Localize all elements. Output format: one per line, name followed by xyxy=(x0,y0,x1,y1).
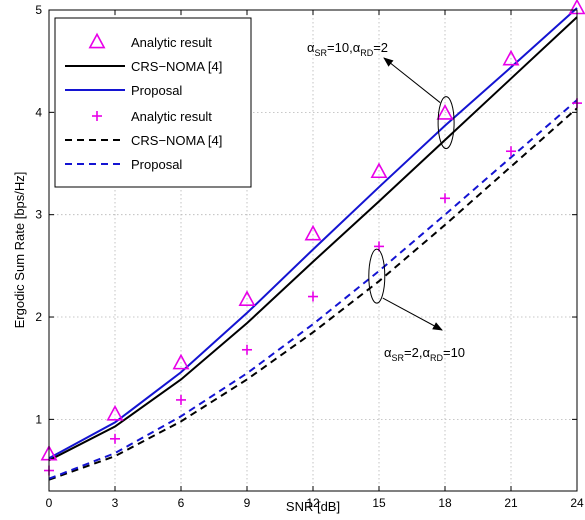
marker-plus-3-1 xyxy=(110,433,120,444)
marker-triangle-0-2 xyxy=(172,353,190,370)
x-tick-label: 24 xyxy=(570,496,584,510)
x-tick-label: 12 xyxy=(306,496,320,510)
legend-label: Proposal xyxy=(131,157,182,172)
annotation-alpha-sr2-rd10: αSR=2,αRD=10 xyxy=(384,345,465,363)
series-line-1 xyxy=(48,16,578,462)
marker-plus-3-6 xyxy=(440,193,450,204)
legend-label: CRS−NOMA [4] xyxy=(131,59,222,74)
y-tick-label: 3 xyxy=(35,208,42,222)
series-line-4 xyxy=(48,107,578,481)
legend-label: Analytic result xyxy=(131,35,212,50)
legend-item-4: CRS−NOMA [4] xyxy=(65,133,222,148)
annotation-arrow-lower xyxy=(382,297,443,331)
legend-marker-triangle xyxy=(88,32,106,49)
legend-item-0: Analytic result xyxy=(88,32,212,50)
series-line-2 xyxy=(48,7,578,460)
marker-triangle-0-6 xyxy=(436,104,454,120)
legend-item-2: Proposal xyxy=(65,83,182,98)
series-curves xyxy=(48,7,578,481)
x-tick-label: 21 xyxy=(504,496,518,510)
x-tick-label: 9 xyxy=(244,496,251,510)
marker-triangle-0-4 xyxy=(304,224,322,241)
x-tick-label: 0 xyxy=(46,496,53,510)
legend: Analytic result CRS−NOMA [4] Proposal Analy… xyxy=(54,17,252,188)
x-tick-label: 15 xyxy=(372,496,386,510)
legend-marker-plus xyxy=(92,111,102,121)
legend-item-1: CRS−NOMA [4] xyxy=(65,59,222,74)
x-tick-label: 6 xyxy=(178,496,185,510)
marker-plus-3-4 xyxy=(308,291,318,302)
y-axis-label: Ergodic Sum Rate [bps/Hz] xyxy=(12,172,27,329)
marker-triangle-0-5 xyxy=(370,162,388,179)
marker-plus-3-3 xyxy=(242,344,252,355)
group-ellipse-lower xyxy=(368,248,386,304)
legend-item-5: Proposal xyxy=(65,157,182,172)
x-tick-label: 3 xyxy=(112,496,119,510)
x-tick-label: 18 xyxy=(438,496,452,510)
x-axis-label: SNR [dB] xyxy=(286,499,340,514)
y-tick-label: 5 xyxy=(35,3,42,17)
y-tick-label: 2 xyxy=(35,310,42,324)
annotation-alpha-sr10-rd2: αSR=10,αRD=2 xyxy=(307,40,388,58)
annotation-arrow-upper xyxy=(383,57,441,103)
legend-label: Analytic result xyxy=(131,109,212,124)
marker-plus-3-2 xyxy=(176,394,186,405)
marker-plus-3-7 xyxy=(506,146,516,157)
y-tick-label: 4 xyxy=(35,105,42,119)
legend-label: Proposal xyxy=(131,83,182,98)
marker-triangle-0-3 xyxy=(238,290,256,306)
legend-item-3: Analytic result xyxy=(92,109,212,124)
group-ellipse-upper xyxy=(437,96,455,150)
annotation-graphics xyxy=(368,57,455,331)
legend-box xyxy=(54,17,252,188)
legend-label: CRS−NOMA [4] xyxy=(131,133,222,148)
y-tick-label: 1 xyxy=(35,412,42,426)
marker-triangle-0-7 xyxy=(502,49,520,66)
marker-triangle-0-1 xyxy=(106,404,124,421)
